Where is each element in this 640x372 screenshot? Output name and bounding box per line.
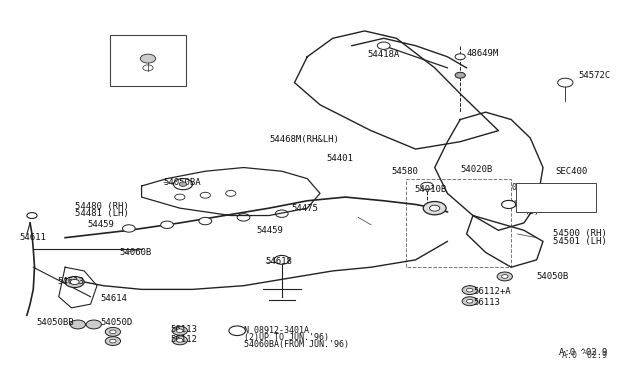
- Text: 54418A: 54418A: [368, 51, 400, 60]
- Text: 56112: 56112: [170, 335, 197, 344]
- Circle shape: [237, 214, 250, 221]
- Circle shape: [177, 339, 183, 342]
- Circle shape: [462, 286, 477, 295]
- Text: 54050BB: 54050BB: [36, 318, 74, 327]
- Text: (2)UP TO JUN.'96): (2)UP TO JUN.'96): [244, 333, 328, 342]
- Circle shape: [70, 320, 86, 329]
- Circle shape: [161, 221, 173, 228]
- Text: 54500 (RH): 54500 (RH): [552, 230, 606, 238]
- Circle shape: [86, 320, 101, 329]
- Text: (2): (2): [524, 206, 539, 216]
- Text: 54468M(RH&LH): 54468M(RH&LH): [269, 135, 339, 144]
- Circle shape: [467, 288, 473, 292]
- Circle shape: [229, 326, 246, 336]
- Text: 56112+A: 56112+A: [473, 287, 511, 296]
- Text: 54580: 54580: [392, 167, 419, 176]
- Text: 54501 (LH): 54501 (LH): [552, 237, 606, 246]
- Circle shape: [65, 276, 84, 288]
- Circle shape: [179, 182, 187, 186]
- Text: 54050D: 54050D: [100, 318, 132, 327]
- Circle shape: [173, 179, 193, 190]
- Text: 54050BA: 54050BA: [164, 178, 202, 187]
- Text: 54459: 54459: [88, 220, 115, 229]
- Text: 54010G: 54010G: [151, 47, 184, 56]
- Circle shape: [199, 217, 212, 225]
- Circle shape: [378, 42, 390, 49]
- Text: 54060BA(FROM JUN.'96): 54060BA(FROM JUN.'96): [244, 340, 349, 349]
- Circle shape: [455, 54, 465, 60]
- Circle shape: [105, 327, 120, 336]
- Circle shape: [429, 205, 440, 211]
- Circle shape: [122, 225, 135, 232]
- Text: 54481 (LH): 54481 (LH): [75, 209, 129, 218]
- Bar: [516, 183, 596, 212]
- Text: SEC400: SEC400: [556, 167, 588, 176]
- Text: 54401: 54401: [326, 154, 353, 163]
- Circle shape: [172, 326, 188, 335]
- Circle shape: [274, 256, 289, 264]
- Text: A:0 ^02.9: A:0 ^02.9: [559, 349, 607, 357]
- Circle shape: [497, 272, 513, 281]
- Circle shape: [502, 275, 508, 278]
- Text: N 08911-6441A: N 08911-6441A: [511, 200, 576, 209]
- Text: 56113: 56113: [170, 326, 197, 334]
- Text: 54618: 54618: [266, 257, 292, 266]
- Text: 54010B: 54010B: [414, 185, 447, 194]
- Text: 54459: 54459: [256, 226, 283, 235]
- Text: 54060B: 54060B: [119, 248, 152, 257]
- Circle shape: [177, 329, 183, 333]
- Circle shape: [462, 297, 477, 306]
- Text: PIN(2): PIN(2): [516, 191, 547, 200]
- Circle shape: [105, 337, 120, 346]
- Circle shape: [423, 202, 446, 215]
- Circle shape: [175, 194, 185, 200]
- Circle shape: [275, 210, 288, 217]
- Circle shape: [27, 212, 37, 218]
- Circle shape: [109, 339, 116, 343]
- Circle shape: [109, 330, 116, 334]
- Text: 54611: 54611: [19, 233, 46, 242]
- Text: N 08912-3401A: N 08912-3401A: [244, 326, 308, 335]
- Circle shape: [455, 72, 465, 78]
- Text: 54572C: 54572C: [578, 71, 611, 80]
- Text: 48649M: 48649M: [467, 49, 499, 58]
- Circle shape: [467, 299, 473, 303]
- Circle shape: [557, 78, 573, 87]
- Text: N: N: [507, 202, 511, 207]
- Text: 54480 (RH): 54480 (RH): [75, 202, 129, 211]
- Circle shape: [70, 279, 79, 285]
- Text: 54613: 54613: [58, 278, 84, 286]
- Text: N: N: [235, 328, 239, 334]
- Text: 54020B: 54020B: [460, 165, 492, 174]
- Circle shape: [172, 336, 188, 345]
- Circle shape: [502, 201, 516, 209]
- Text: 54475: 54475: [291, 203, 318, 213]
- Circle shape: [143, 65, 153, 71]
- Text: A:0 ^02.9: A:0 ^02.9: [562, 351, 607, 360]
- Circle shape: [420, 182, 433, 190]
- Text: 54614: 54614: [100, 294, 127, 303]
- Text: 56113: 56113: [473, 298, 500, 307]
- Text: 54050B: 54050B: [537, 272, 569, 281]
- Text: 08921-3202A: 08921-3202A: [511, 183, 566, 192]
- Circle shape: [140, 54, 156, 63]
- Circle shape: [200, 192, 211, 198]
- Circle shape: [226, 190, 236, 196]
- Bar: [109, 35, 186, 86]
